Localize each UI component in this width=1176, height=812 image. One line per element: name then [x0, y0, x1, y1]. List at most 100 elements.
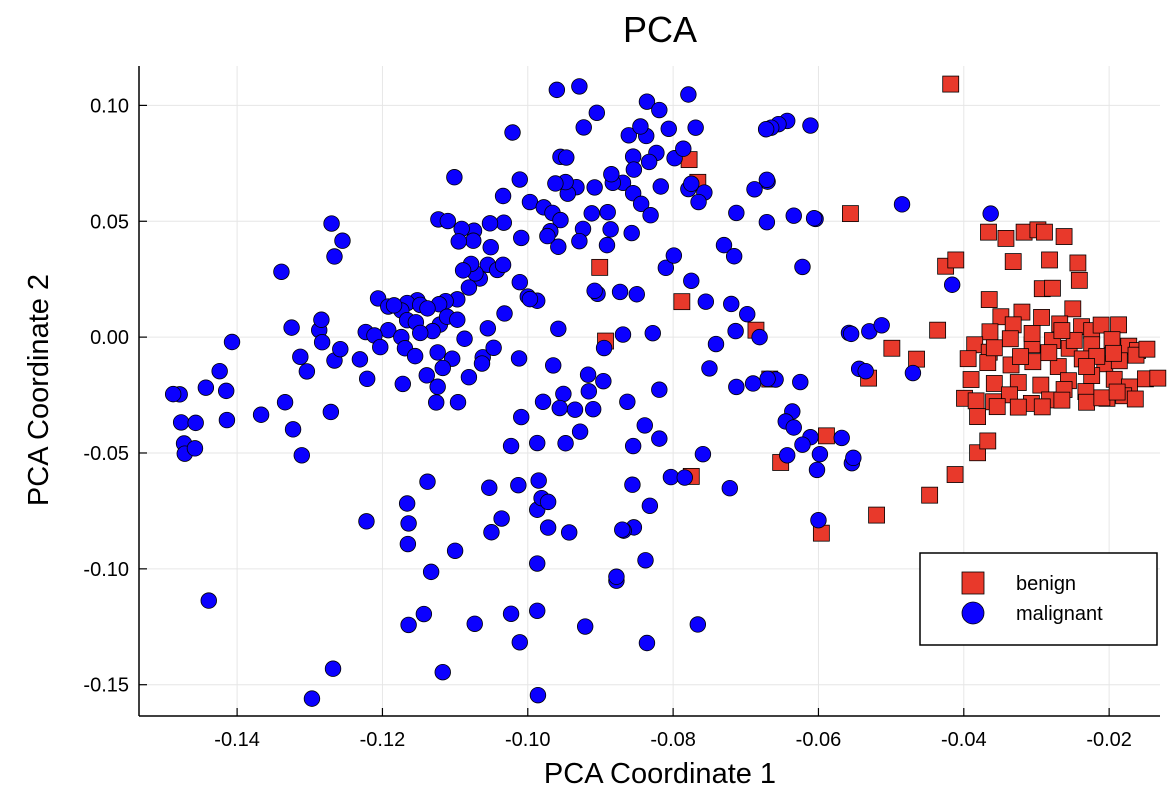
malignant-point: [779, 447, 796, 464]
legend-label-benign: benign: [1016, 573, 1076, 595]
malignant-point: [273, 263, 290, 280]
malignant-point: [805, 210, 823, 227]
malignant-point: [186, 440, 204, 457]
malignant-point: [449, 394, 467, 411]
malignant-point: [200, 592, 217, 609]
benign-point: [1108, 383, 1126, 401]
malignant-point: [727, 322, 744, 340]
malignant-point: [595, 339, 613, 357]
malignant-point: [660, 120, 677, 137]
malignant-point: [638, 634, 656, 652]
benign-point: [980, 223, 997, 241]
malignant-point: [614, 521, 631, 538]
benign-point: [929, 321, 947, 339]
malignant-point: [481, 479, 498, 496]
benign-point: [1013, 303, 1031, 321]
benign-point: [946, 466, 964, 483]
malignant-point: [223, 333, 241, 351]
malignant-point: [675, 140, 692, 157]
malignant-point: [561, 524, 578, 541]
malignant-point: [624, 437, 642, 455]
malignant-point: [439, 212, 457, 230]
malignant-point: [728, 204, 745, 222]
y-axis-ticks: 0.10 0.05 0.00 -0.05 -0.10 -0.15: [83, 95, 147, 697]
malignant-point: [721, 480, 738, 497]
malignant-point: [628, 286, 645, 303]
x-axis-title: PCA Coordinate 1: [544, 758, 776, 790]
malignant-point: [465, 232, 482, 249]
malignant-point: [810, 511, 827, 529]
malignant-point: [539, 227, 556, 245]
malignant-point: [642, 207, 659, 224]
y-tick-label: 0.05: [90, 211, 129, 233]
malignant-point: [412, 324, 429, 342]
malignant-point: [624, 476, 641, 493]
malignant-point: [313, 334, 331, 351]
benign-point: [1078, 358, 1096, 375]
malignant-point: [446, 169, 463, 186]
malignant-point: [358, 513, 375, 530]
malignant-point: [422, 563, 440, 581]
malignant-point: [662, 468, 680, 486]
malignant-point: [398, 495, 416, 512]
malignant-point: [298, 363, 316, 380]
benign-point: [1033, 309, 1050, 326]
benign-point: [1032, 376, 1050, 394]
malignant-point: [449, 311, 466, 328]
series-benign: [591, 75, 1167, 542]
malignant-point: [539, 493, 557, 511]
benign-point: [1041, 251, 1058, 269]
malignant-point: [632, 195, 650, 213]
malignant-point: [551, 399, 568, 417]
benign-point: [908, 350, 925, 368]
benign-point: [921, 486, 939, 504]
malignant-point: [521, 290, 539, 308]
benign-point: [947, 251, 965, 269]
legend-label-malignant: malignant: [1016, 603, 1103, 625]
malignant-point: [547, 175, 564, 192]
malignant-point: [982, 205, 999, 222]
malignant-point: [502, 605, 520, 623]
benign-point: [868, 506, 885, 524]
malignant-point: [496, 305, 513, 322]
benign-point: [1012, 348, 1029, 365]
malignant-point: [418, 367, 435, 384]
benign-point: [1044, 279, 1061, 297]
malignant-point: [614, 326, 632, 343]
series-malignant: [164, 78, 999, 707]
x-tick-label: -0.12: [360, 729, 406, 751]
benign-point: [1092, 316, 1110, 334]
malignant-point: [833, 429, 850, 447]
benign-point: [1040, 344, 1058, 362]
malignant-point: [651, 381, 668, 398]
malignant-point: [575, 119, 592, 136]
malignant-point: [481, 215, 499, 232]
malignant-point: [529, 602, 546, 619]
malignant-point: [751, 328, 768, 346]
malignant-point: [842, 325, 860, 343]
x-tick-label: -0.02: [1086, 729, 1132, 751]
benign-point: [1053, 391, 1071, 409]
malignant-point: [510, 476, 527, 494]
malignant-point: [419, 473, 436, 490]
malignant-point: [619, 393, 636, 410]
malignant-point: [683, 175, 700, 192]
benign-point: [1078, 393, 1096, 411]
malignant-point: [494, 187, 512, 205]
malignant-point: [502, 437, 520, 455]
malignant-point: [419, 300, 436, 317]
malignant-point: [482, 239, 499, 256]
malignant-point: [400, 515, 417, 532]
malignant-point: [744, 375, 762, 392]
malignant-point: [637, 552, 654, 569]
malignant-point: [623, 224, 640, 242]
malignant-point: [571, 423, 589, 440]
malignant-point: [324, 660, 342, 677]
x-tick-label: -0.10: [505, 729, 551, 751]
malignant-point: [394, 375, 411, 393]
x-tick-label: -0.06: [796, 729, 842, 751]
malignant-point: [584, 400, 602, 418]
benign-point: [842, 205, 859, 223]
malignant-point: [611, 283, 629, 301]
malignant-point: [466, 615, 483, 632]
